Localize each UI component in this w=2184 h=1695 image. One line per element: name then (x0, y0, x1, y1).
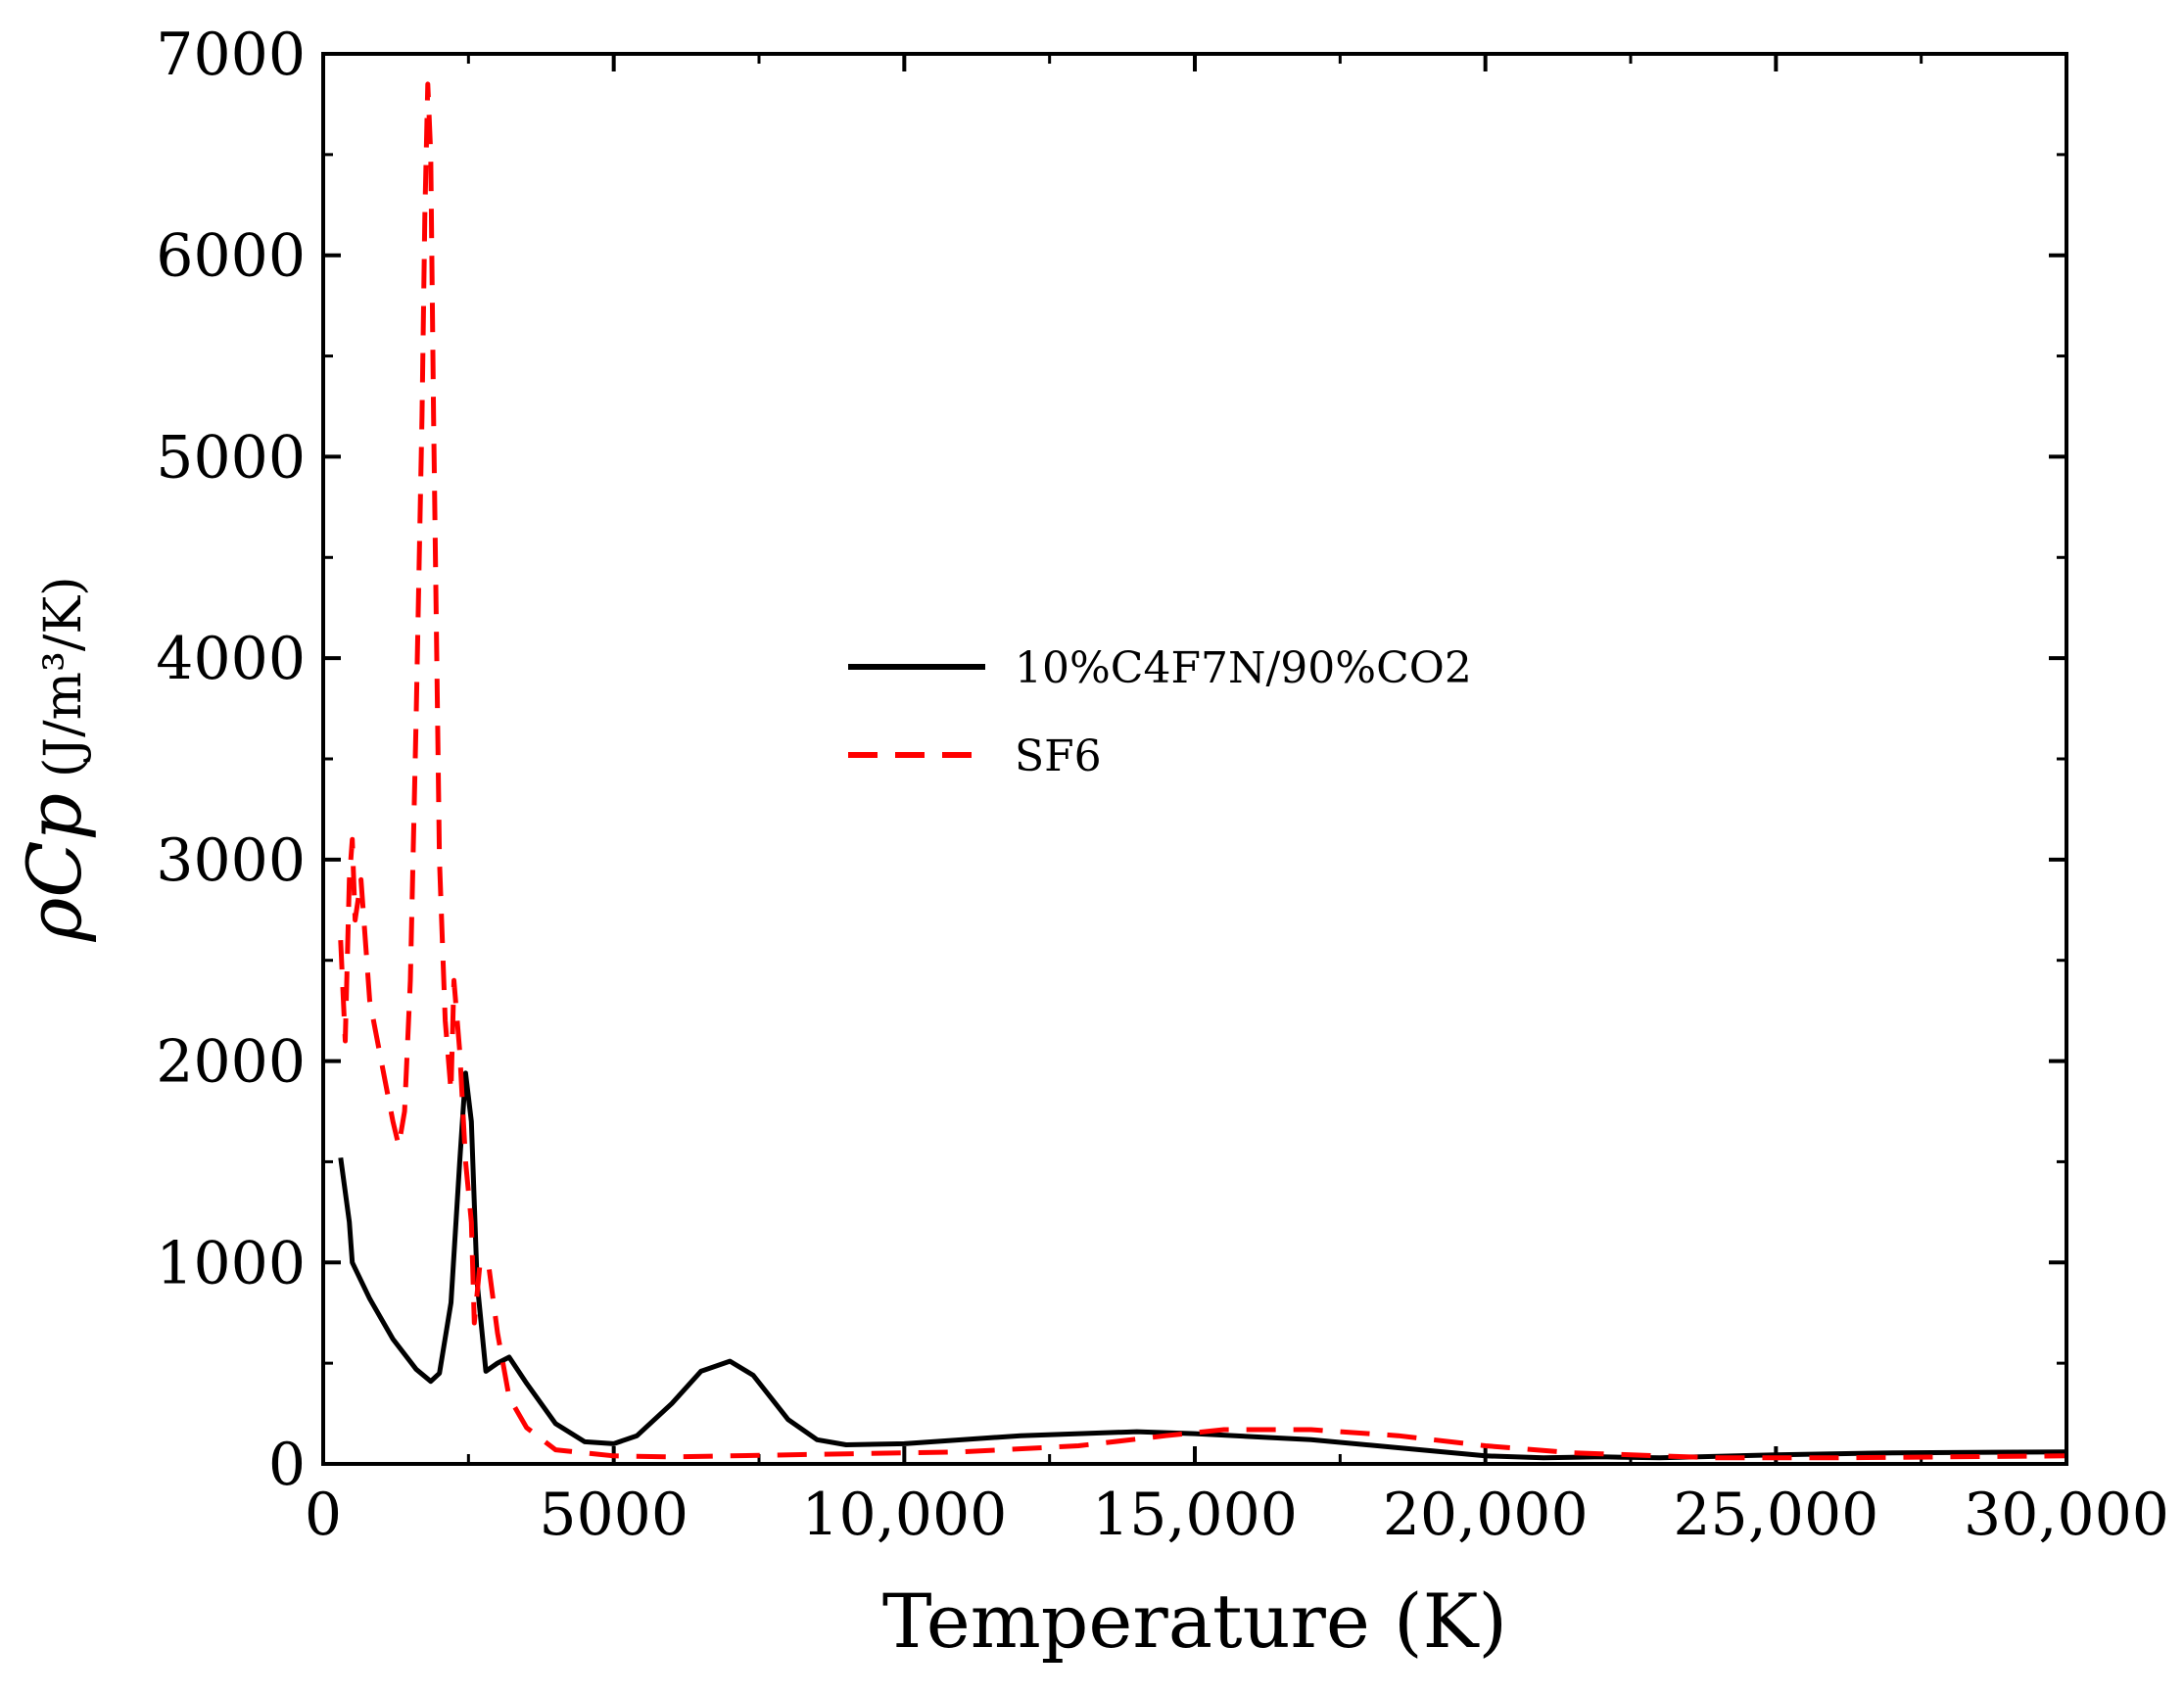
legend-label-sf6: SF6 (1015, 731, 1102, 781)
y-tick-label: 4000 (156, 625, 306, 693)
plot-frame (321, 52, 2068, 1466)
series-line-sf6 (338, 81, 2067, 1461)
y-axis-unit: (J/m³/K) (34, 577, 93, 777)
x-tick-label: 0 (305, 1481, 342, 1549)
x-tick-label: 15,000 (1092, 1481, 1298, 1549)
x-tick-label: 30,000 (1964, 1481, 2169, 1549)
y-tick-label: 0 (268, 1431, 306, 1499)
x-tick-label: 25,000 (1673, 1481, 1878, 1549)
y-tick-label: 5000 (156, 423, 306, 492)
x-tick-label: 5000 (539, 1481, 688, 1549)
y-tick-label: 7000 (156, 21, 306, 89)
x-ticks-group: 0 5000 10,000 15,000 20,000 25,000 30,000 (305, 54, 2169, 1549)
x-tick-label: 10,000 (801, 1481, 1007, 1549)
y-ticks-group: 0 1000 2000 3000 4000 5000 6000 7000 (156, 21, 2066, 1499)
y-axis-symbol: ρCp (11, 793, 98, 942)
legend-label-c4f7n: 10%C4F7N/90%CO2 (1015, 643, 1472, 693)
y-tick-label: 6000 (156, 222, 306, 291)
legend: 10%C4F7N/90%CO2 SF6 (848, 643, 1472, 781)
x-axis-title: Temperature (K) (882, 1577, 1507, 1665)
y-axis-title: ρCp (J/m³/K) (11, 577, 98, 943)
x-tick-label: 20,000 (1383, 1481, 1589, 1549)
y-tick-label: 2000 (156, 1028, 306, 1097)
y-tick-label: 3000 (156, 826, 306, 895)
series-line-c4f7n-co2 (338, 1070, 2067, 1461)
series-group (338, 81, 2067, 1461)
y-tick-label: 1000 (156, 1229, 306, 1297)
